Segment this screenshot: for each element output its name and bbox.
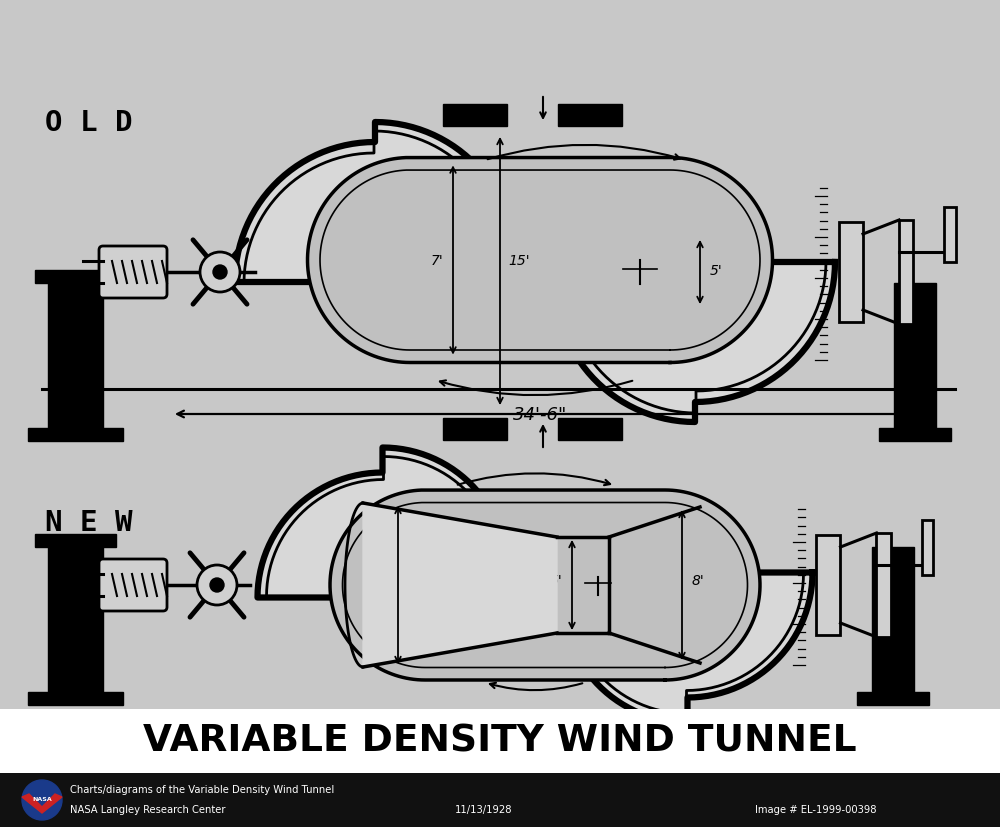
Text: 8': 8' <box>692 573 705 587</box>
Polygon shape <box>308 158 772 363</box>
Text: O L D: O L D <box>45 109 132 136</box>
Polygon shape <box>363 504 557 667</box>
Bar <box>876 533 891 638</box>
Bar <box>48 547 103 699</box>
Bar <box>0 709 1000 773</box>
Circle shape <box>210 578 224 592</box>
Bar <box>48 284 103 436</box>
Polygon shape <box>330 490 760 680</box>
Circle shape <box>200 253 240 293</box>
Text: NASA Langley Research Center: NASA Langley Research Center <box>70 804 226 814</box>
Text: VARIABLE DENSITY WIND TUNNEL: VARIABLE DENSITY WIND TUNNEL <box>143 723 857 759</box>
Bar <box>856 692 928 705</box>
Bar <box>0 773 1000 827</box>
FancyBboxPatch shape <box>99 559 167 611</box>
Bar <box>879 428 951 442</box>
Text: 5': 5' <box>549 573 562 587</box>
Bar <box>558 418 622 441</box>
Text: 5': 5' <box>710 264 723 278</box>
Text: Image # EL-1999-00398: Image # EL-1999-00398 <box>755 804 876 814</box>
Text: NASA: NASA <box>32 796 52 801</box>
Bar <box>872 547 914 699</box>
Bar <box>922 520 933 576</box>
Bar <box>816 535 840 635</box>
Bar <box>899 221 913 325</box>
Bar <box>35 270 116 284</box>
FancyBboxPatch shape <box>99 246 167 299</box>
Bar <box>558 719 622 741</box>
Circle shape <box>22 780 62 820</box>
Circle shape <box>197 566 237 605</box>
Text: 15': 15' <box>508 254 530 268</box>
Bar <box>839 222 863 323</box>
Circle shape <box>213 265 227 280</box>
Bar <box>558 105 622 127</box>
Text: 11/13/1928: 11/13/1928 <box>455 804 512 814</box>
Polygon shape <box>258 448 812 723</box>
Bar <box>35 534 116 547</box>
Text: 8': 8' <box>375 573 388 587</box>
Polygon shape <box>22 794 62 813</box>
Bar <box>28 428 123 442</box>
Bar <box>944 208 956 263</box>
Bar <box>443 105 507 127</box>
Bar <box>894 284 936 436</box>
Bar <box>28 692 123 705</box>
Text: 34'-6": 34'-6" <box>513 405 567 423</box>
Text: N E W: N E W <box>45 509 132 537</box>
Bar <box>443 418 507 441</box>
Text: 7': 7' <box>430 254 443 268</box>
Text: Charts/diagrams of the Variable Density Wind Tunnel: Charts/diagrams of the Variable Density … <box>70 784 334 794</box>
Bar <box>443 719 507 741</box>
Polygon shape <box>235 123 835 423</box>
